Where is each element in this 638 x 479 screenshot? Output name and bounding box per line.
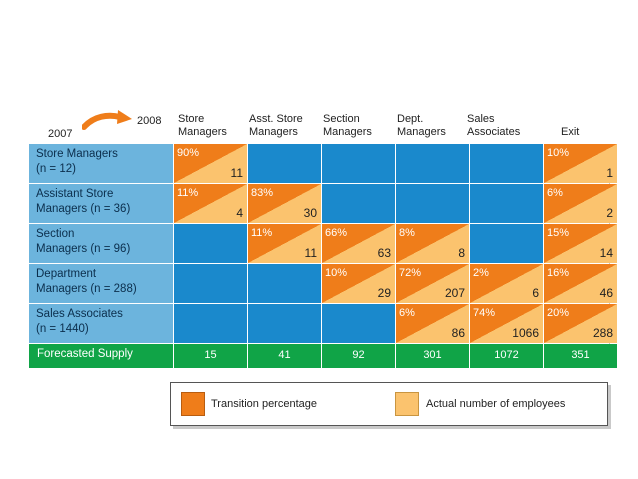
- empty-cell: [248, 264, 321, 303]
- row-label-line2: (n = 1440): [36, 323, 89, 335]
- transition-percentage: 6%: [399, 307, 415, 319]
- year-from-label: 2007: [48, 128, 73, 140]
- forecasted-supply-value: 351: [544, 344, 617, 368]
- transition-percentage: 16%: [547, 267, 570, 279]
- transition-cell: 10% 29: [322, 264, 395, 303]
- column-header-section-managers: Section Managers: [323, 113, 372, 138]
- row-label-line2: Managers (n = 96): [36, 243, 131, 255]
- employee-count: 11: [304, 246, 317, 260]
- forecasted-supply-value: 1072: [470, 344, 543, 368]
- forecasted-supply-value: 301: [396, 344, 469, 368]
- empty-cell: [396, 144, 469, 183]
- employee-count: 11: [230, 166, 243, 180]
- forecasted-supply-value: 15: [174, 344, 247, 368]
- transition-percentage: 20%: [547, 307, 570, 319]
- forecasted-supply-value: 41: [248, 344, 321, 368]
- transition-cell: 66% 63: [322, 224, 395, 263]
- transition-cell: 16% 46: [544, 264, 617, 303]
- legend-label-actual: Actual number of employees: [426, 398, 566, 410]
- employee-count: 1: [606, 166, 613, 180]
- row-label: Sales Associates (n = 1440): [29, 304, 173, 343]
- empty-cell: [470, 184, 543, 223]
- empty-cell: [470, 224, 543, 263]
- legend-label-transition: Transition percentage: [211, 398, 317, 410]
- column-header-exit: Exit: [561, 126, 580, 138]
- row-label-line2: (n = 12): [36, 163, 76, 175]
- transition-percentage: 10%: [325, 267, 348, 279]
- transition-cell: 15% 14: [544, 224, 617, 263]
- transition-percentage: 11%: [177, 187, 199, 199]
- transition-matrix: Store Managers (n = 12) 90% 11 10% 1 Assistant…: [28, 143, 617, 369]
- row-label: Section Managers (n = 96): [29, 224, 173, 263]
- row-label: Store Managers (n = 12): [29, 144, 173, 183]
- empty-cell: [174, 304, 247, 343]
- legend-swatch-transition: [181, 392, 205, 416]
- transition-cell: 2% 6: [470, 264, 543, 303]
- row-label-line2: Managers (n = 36): [36, 203, 131, 215]
- employee-count: 4: [236, 206, 243, 220]
- empty-cell: [248, 304, 321, 343]
- empty-cell: [174, 264, 247, 303]
- row-label: Assistant Store Managers (n = 36): [29, 184, 173, 223]
- row-label-line1: Assistant Store: [36, 188, 114, 200]
- employee-count: 30: [303, 206, 317, 220]
- transition-cell: 11% 4: [174, 184, 247, 223]
- transition-percentage: 74%: [473, 307, 496, 319]
- forecasted-supply-label: Forecasted Supply: [29, 344, 173, 368]
- employee-count: 86: [451, 326, 465, 340]
- employee-count: 14: [599, 246, 613, 260]
- transition-cell: 72% 207: [396, 264, 469, 303]
- transition-percentage: 8%: [399, 227, 415, 239]
- employee-count: 288: [592, 326, 613, 340]
- year-to-label: 2008: [137, 115, 162, 127]
- transition-cell: 6% 86: [396, 304, 469, 343]
- arrow-right-icon: [82, 110, 132, 130]
- transition-cell: 10% 1: [544, 144, 617, 183]
- employee-count: 207: [444, 286, 465, 300]
- row-label-line1: Store Managers: [36, 148, 118, 160]
- employee-count: 29: [377, 286, 391, 300]
- column-header-sales-associates: Sales Associates: [467, 113, 521, 138]
- transition-percentage: 10%: [547, 147, 570, 159]
- employee-count: 8: [458, 246, 465, 260]
- employee-count: 46: [599, 286, 613, 300]
- transition-cell: 6% 2: [544, 184, 617, 223]
- transition-cell: 74% 1066: [470, 304, 543, 343]
- column-header-dept-managers: Dept. Managers: [397, 113, 446, 138]
- transition-cell: 83% 30: [248, 184, 321, 223]
- transition-percentage: 2%: [473, 267, 489, 279]
- transition-cell: 20% 288: [544, 304, 617, 343]
- empty-cell: [174, 224, 247, 263]
- empty-cell: [322, 304, 395, 343]
- legend-swatch-actual: [395, 392, 419, 416]
- transition-cell: 11% 11: [248, 224, 321, 263]
- empty-cell: [470, 144, 543, 183]
- transition-percentage: 11%: [251, 227, 273, 239]
- employee-count: 6: [532, 286, 539, 300]
- employee-count: 1066: [512, 326, 539, 340]
- forecasted-supply-value: 92: [322, 344, 395, 368]
- transition-percentage: 83%: [251, 187, 274, 199]
- transition-cell: 8% 8: [396, 224, 469, 263]
- empty-cell: [396, 184, 469, 223]
- employee-count: 2: [606, 206, 613, 220]
- empty-cell: [322, 184, 395, 223]
- employee-count: 63: [377, 246, 391, 260]
- transition-percentage: 15%: [547, 227, 570, 239]
- row-label-line2: Managers (n = 288): [36, 283, 137, 295]
- transition-cell: 90% 11: [174, 144, 247, 183]
- column-header-store-managers: Store Managers: [178, 113, 227, 138]
- empty-cell: [322, 144, 395, 183]
- column-header-asst-store-managers: Asst. Store Managers: [249, 113, 303, 138]
- transition-percentage: 6%: [547, 187, 563, 199]
- legend: Transition percentage Actual number of e…: [170, 382, 608, 426]
- empty-cell: [248, 144, 321, 183]
- row-label: Department Managers (n = 288): [29, 264, 173, 303]
- row-label-line1: Department: [36, 268, 97, 280]
- transition-percentage: 90%: [177, 147, 200, 159]
- row-label-line1: Section: [36, 228, 75, 240]
- transition-percentage: 72%: [399, 267, 422, 279]
- transition-percentage: 66%: [325, 227, 348, 239]
- row-label-line1: Sales Associates: [36, 308, 123, 320]
